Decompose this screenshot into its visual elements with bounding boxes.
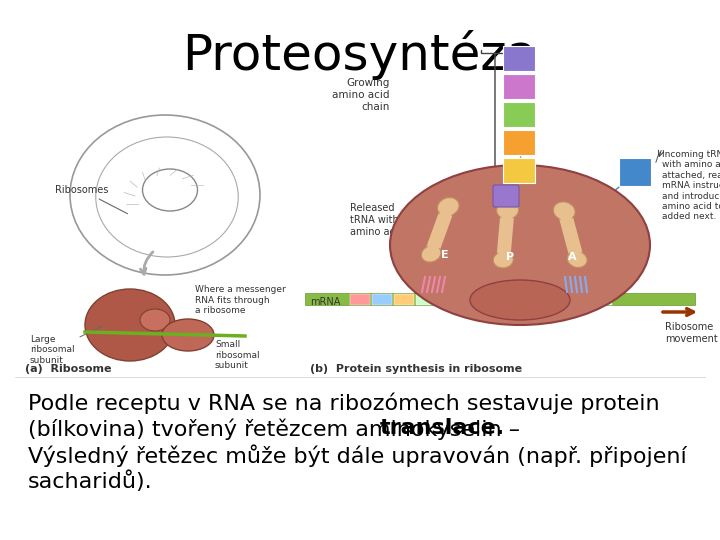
Bar bbox=[350, 294, 370, 305]
Text: sacharidů).: sacharidů). bbox=[28, 470, 153, 491]
FancyBboxPatch shape bbox=[503, 102, 535, 127]
Ellipse shape bbox=[493, 252, 513, 268]
Text: Proteosyntéza: Proteosyntéza bbox=[182, 30, 538, 80]
FancyBboxPatch shape bbox=[503, 46, 535, 71]
Bar bbox=[372, 294, 392, 305]
Text: Growing
amino acid
chain: Growing amino acid chain bbox=[333, 78, 390, 112]
Text: Incoming tRNA,
with amino acid
attached, reads
mRNA instructions
and introduces
: Incoming tRNA, with amino acid attached,… bbox=[662, 150, 720, 221]
Text: Ribosomes: Ribosomes bbox=[55, 185, 127, 214]
Text: (bílkovina) tvořený řetězcem aminokyselin –: (bílkovina) tvořený řetězcem aminokyseli… bbox=[28, 418, 527, 440]
Bar bbox=[394, 294, 414, 305]
Text: mRNA: mRNA bbox=[310, 297, 341, 307]
Text: Where a messenger
RNA fits through
a ribosome: Where a messenger RNA fits through a rib… bbox=[195, 285, 286, 315]
Ellipse shape bbox=[421, 246, 441, 262]
Text: Released
tRNA with no
amino acid: Released tRNA with no amino acid bbox=[350, 204, 426, 237]
Bar bbox=[526, 294, 546, 305]
Text: (a)  Ribosome: (a) Ribosome bbox=[25, 364, 112, 374]
Ellipse shape bbox=[390, 165, 650, 325]
Ellipse shape bbox=[554, 202, 575, 220]
Ellipse shape bbox=[85, 289, 175, 361]
Text: (b)  Protein synthesis in ribosome: (b) Protein synthesis in ribosome bbox=[310, 364, 522, 374]
Ellipse shape bbox=[567, 251, 587, 267]
FancyBboxPatch shape bbox=[503, 130, 535, 155]
Bar bbox=[570, 294, 590, 305]
Text: Large
ribosomal
subunit: Large ribosomal subunit bbox=[30, 326, 102, 365]
Text: P: P bbox=[506, 252, 514, 262]
Text: Ribosome
movement: Ribosome movement bbox=[665, 322, 718, 343]
Bar bbox=[416, 294, 436, 305]
Ellipse shape bbox=[140, 309, 170, 331]
FancyBboxPatch shape bbox=[619, 158, 651, 186]
FancyBboxPatch shape bbox=[503, 158, 535, 183]
Bar bbox=[504, 294, 524, 305]
Bar bbox=[460, 294, 480, 305]
FancyBboxPatch shape bbox=[305, 293, 695, 305]
Text: E: E bbox=[441, 250, 449, 260]
Ellipse shape bbox=[162, 319, 214, 351]
Text: Small
ribosomal
subunit: Small ribosomal subunit bbox=[191, 336, 260, 370]
Ellipse shape bbox=[497, 201, 518, 219]
Ellipse shape bbox=[438, 198, 459, 216]
Text: Výsledný řetězec může být dále upravován (např. připojení: Výsledný řetězec může být dále upravován… bbox=[28, 444, 687, 467]
Text: Podle receptu v RNA se na ribozómech sestavuje protein: Podle receptu v RNA se na ribozómech ses… bbox=[28, 392, 660, 414]
Text: A: A bbox=[567, 252, 576, 262]
FancyBboxPatch shape bbox=[503, 74, 535, 99]
Bar bbox=[592, 294, 612, 305]
FancyBboxPatch shape bbox=[493, 185, 519, 207]
Text: translace.: translace. bbox=[380, 418, 505, 438]
Bar bbox=[482, 294, 502, 305]
Ellipse shape bbox=[470, 280, 570, 320]
Bar bbox=[548, 294, 568, 305]
Bar bbox=[438, 294, 458, 305]
